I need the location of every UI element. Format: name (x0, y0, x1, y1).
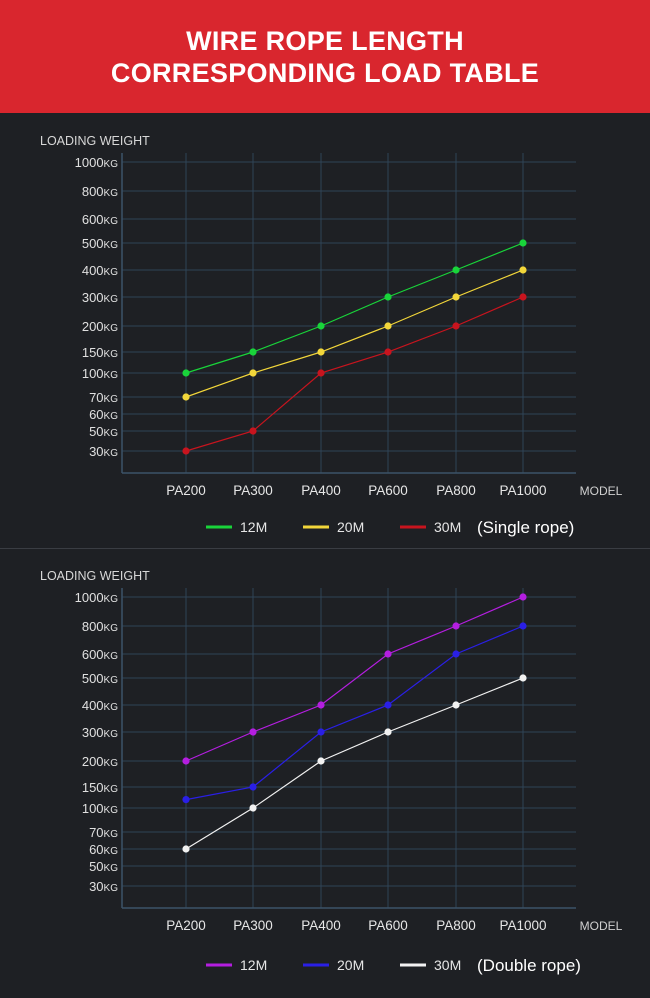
section-divider (0, 548, 650, 549)
series-line-30m (185, 296, 524, 452)
y-tick-label: 100KG (82, 366, 118, 381)
x-tick-label: PA800 (436, 483, 476, 498)
y-tick-label: 70KG (89, 390, 118, 405)
x-tick-label: PA200 (166, 483, 206, 498)
data-point (317, 348, 325, 356)
data-point (249, 369, 257, 377)
data-point (317, 728, 325, 736)
y-tick-label: 500KG (82, 671, 118, 686)
legend-label: 12M (240, 957, 267, 973)
data-point (317, 322, 325, 330)
y-tick-label: 600KG (82, 647, 118, 662)
title-line-2: CORRESPONDING LOAD TABLE (110, 57, 540, 88)
data-point (384, 322, 392, 330)
x-tick-label: PA1000 (499, 918, 546, 933)
data-point (249, 783, 257, 791)
y-tick-label: 1000KG (75, 590, 119, 605)
data-point (182, 393, 190, 401)
y-tick-label: 100KG (82, 801, 118, 816)
data-point (384, 348, 392, 356)
double-rope-chart: LOADING WEIGHT 30KG 50KG 60KG 70KG 100KG 150KG… (40, 569, 623, 975)
data-point (182, 369, 190, 377)
x-tick-label: PA600 (368, 483, 408, 498)
data-point (519, 593, 527, 601)
y-tick-label: 70KG (89, 825, 118, 840)
data-point (519, 674, 527, 682)
data-point (182, 845, 190, 853)
data-point (249, 728, 257, 736)
x-axis-title: MODEL (580, 484, 623, 498)
series-line-30m (185, 677, 524, 850)
data-point (452, 650, 460, 658)
x-tick-label: PA300 (233, 918, 273, 933)
legend-note: (Single rope) (477, 518, 574, 537)
data-point (519, 622, 527, 630)
legend-note: (Double rope) (477, 956, 581, 975)
title-banner: WIRE ROPE LENGTH CORRESPONDING LOAD TABL… (0, 0, 650, 113)
series-line-20m (185, 625, 524, 801)
y-tick-label: 400KG (82, 263, 118, 278)
data-point (452, 622, 460, 630)
y-tick-label: 600KG (82, 212, 118, 227)
data-point (249, 348, 257, 356)
single-rope-chart: LOADING WEIGHT 30KG 50KG 60KG 70KG 100KG 150KG… (40, 134, 623, 537)
data-point (384, 701, 392, 709)
data-point (452, 701, 460, 709)
x-tick-label: PA600 (368, 918, 408, 933)
data-point (182, 796, 190, 804)
data-point (519, 266, 527, 274)
y-tick-label: 50KG (89, 424, 118, 439)
data-point (317, 369, 325, 377)
x-tick-label: PA400 (301, 918, 341, 933)
y-tick-label: 400KG (82, 698, 118, 713)
legend-label: 30M (434, 957, 461, 973)
y-tick-label: 30KG (89, 444, 118, 459)
y-tick-label: 800KG (82, 619, 118, 634)
legend-label: 20M (337, 519, 364, 535)
data-point (182, 447, 190, 455)
x-tick-label: PA1000 (499, 483, 546, 498)
data-point (384, 293, 392, 301)
x-tick-label: PA200 (166, 918, 206, 933)
data-point (452, 266, 460, 274)
x-tick-label: PA300 (233, 483, 273, 498)
y-tick-label: 60KG (89, 407, 118, 422)
data-point (384, 728, 392, 736)
title-line-1: WIRE ROPE LENGTH (186, 25, 464, 56)
series-line-12m (185, 596, 524, 762)
y-tick-label: 1000KG (75, 155, 119, 170)
series-line-20m (185, 269, 524, 398)
y-tick-label: 300KG (82, 290, 118, 305)
y-tick-label: 150KG (82, 780, 118, 795)
data-point (249, 804, 257, 812)
y-tick-label: 800KG (82, 184, 118, 199)
data-point (317, 701, 325, 709)
data-point (519, 293, 527, 301)
y-axis-title: LOADING WEIGHT (40, 569, 150, 583)
legend-label: 12M (240, 519, 267, 535)
data-point (384, 650, 392, 658)
data-point (452, 322, 460, 330)
series-line-12m (185, 242, 524, 374)
data-point (182, 757, 190, 765)
y-tick-label: 150KG (82, 345, 118, 360)
data-point (249, 427, 257, 435)
data-point (452, 293, 460, 301)
x-tick-label: PA400 (301, 483, 341, 498)
y-tick-label: 60KG (89, 842, 118, 857)
y-axis-title: LOADING WEIGHT (40, 134, 150, 148)
data-point (519, 239, 527, 247)
data-point (317, 757, 325, 765)
y-tick-label: 200KG (82, 754, 118, 769)
legend-label: 30M (434, 519, 461, 535)
y-tick-label: 50KG (89, 859, 118, 874)
x-tick-label: PA800 (436, 918, 476, 933)
x-axis-title: MODEL (580, 919, 623, 933)
y-tick-label: 30KG (89, 879, 118, 894)
y-tick-label: 200KG (82, 319, 118, 334)
legend-label: 20M (337, 957, 364, 973)
y-tick-label: 300KG (82, 725, 118, 740)
y-tick-label: 500KG (82, 236, 118, 251)
